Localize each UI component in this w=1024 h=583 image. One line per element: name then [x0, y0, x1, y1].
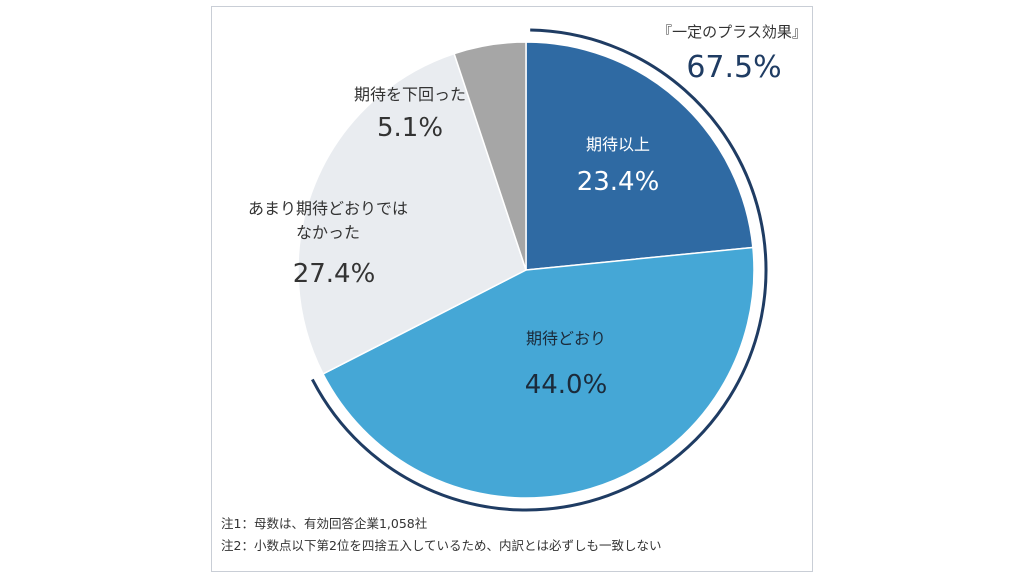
positive-effect-bracket: [311, 28, 768, 512]
slice-label-1: 期待以上: [586, 135, 650, 154]
slice-label-4: 期待を下回った: [354, 85, 466, 104]
pie-slice-3: [297, 52, 527, 375]
footnote-1: 注1：母数は、有効回答企業1,058社: [221, 516, 428, 531]
pie-slice-4: [453, 41, 527, 271]
annotation-value: 67.5%: [686, 50, 781, 85]
footnote-2: 注2：小数点以下第2位を四捨五入しているため、内訳とは必ずしも一致しない: [221, 538, 662, 553]
footnotes: 注1：母数は、有効回答企業1,058社 注2：小数点以下第2位を四捨五入している…: [221, 513, 801, 557]
pie-slice-1: [525, 41, 754, 271]
pie-slice-2: [322, 246, 755, 499]
bracket-arc: [311, 28, 768, 512]
slice-value-3: 27.4%: [293, 259, 376, 289]
slice-label-2: 期待どおり: [526, 329, 606, 348]
slice-value-4: 5.1%: [377, 113, 443, 143]
pie-slices: [297, 41, 755, 499]
annotation-label: 『一定のプラス効果』: [657, 23, 807, 41]
slice-value-2: 44.0%: [525, 370, 608, 400]
slice-label-3: なかった: [296, 223, 360, 242]
chart-frame: 期待以上 23.4% 期待どおり 44.0% あまり期待どおりでは なかった 27.4% 期待…: [211, 6, 813, 572]
slice-label-3: あまり期待どおりでは: [248, 199, 408, 218]
slice-value-1: 23.4%: [577, 167, 660, 197]
